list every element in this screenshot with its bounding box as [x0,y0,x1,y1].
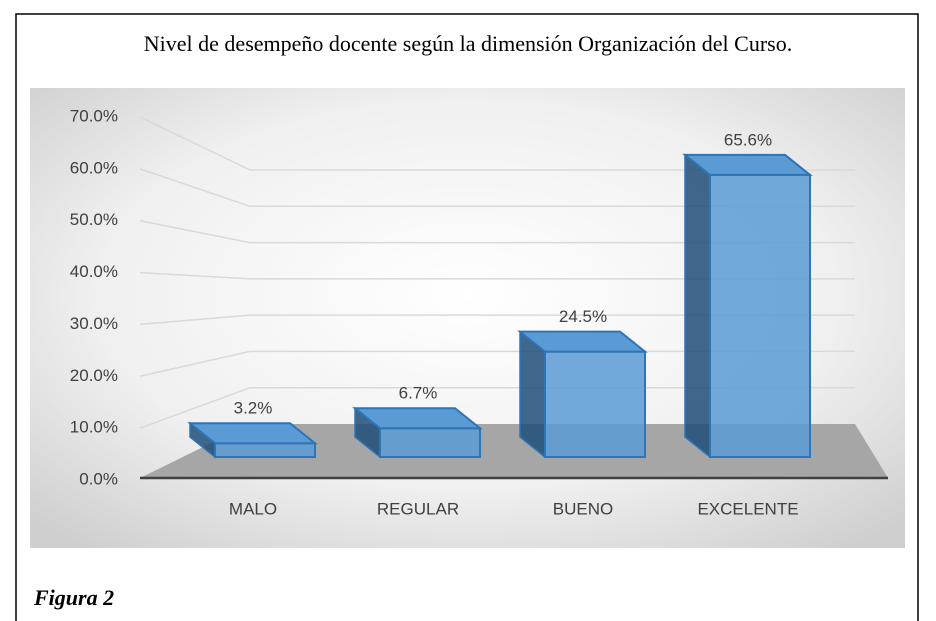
grid-line [139,350,855,378]
grid-line [139,116,855,171]
grid-line [139,314,855,326]
grid-line [139,219,855,244]
bar-top [352,407,483,430]
bar-side [519,330,546,459]
chart-title: Nivel de desempeño docente según la dime… [144,31,792,56]
x-tick-label: MALO [229,499,277,518]
y-tick-label: 0.0% [79,469,118,488]
data-label: 65.6% [724,130,772,149]
grid-line [139,168,855,208]
data-label: 24.5% [559,307,607,326]
x-tick-label: BUENO [553,499,613,518]
grid-line [139,271,855,280]
data-label: 3.2% [234,399,273,418]
bar [709,173,811,458]
y-tick-label: 40.0% [70,262,118,281]
y-tick-label: 50.0% [70,210,118,229]
bar-top [187,422,318,445]
bar-top [682,153,813,176]
bar-side [684,153,711,459]
bar-top [517,330,648,353]
data-label: 6.7% [399,384,438,403]
y-tick-label: 60.0% [70,158,118,177]
grid-line [139,386,855,429]
bar [214,442,316,458]
y-tick-label: 20.0% [70,366,118,385]
x-tick-label: REGULAR [377,499,459,518]
y-tick-label: 70.0% [70,106,118,125]
bar [379,427,481,459]
y-tick-label: 30.0% [70,314,118,333]
x-tick-label: EXCELENTE [697,499,798,518]
y-tick-label: 10.0% [70,418,118,437]
caption: Figura 2 [33,585,114,610]
bar [544,350,646,458]
